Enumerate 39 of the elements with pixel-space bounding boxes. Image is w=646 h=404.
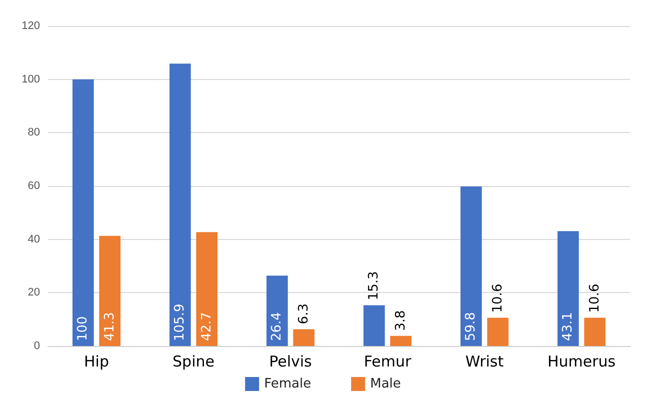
x-tick-label: Wrist [465, 352, 504, 370]
x-tick-label: Femur [364, 352, 412, 370]
data-label: 42.7 [199, 312, 214, 341]
y-tick-label: 80 [28, 126, 40, 139]
data-label: 10.6 [490, 284, 506, 313]
y-tick-label: 0 [34, 340, 40, 352]
data-label: 3.8 [393, 310, 408, 331]
bar [72, 79, 94, 346]
x-tick-label: Spine [172, 352, 214, 370]
data-label: 15.3 [366, 271, 382, 300]
x-tick-label: Pelvis [269, 352, 312, 370]
bar [557, 231, 579, 346]
bar [293, 329, 315, 346]
data-label: 26.4 [270, 312, 285, 341]
y-tick-label: 60 [28, 180, 40, 192]
bar [169, 64, 191, 346]
y-tick-label: 20 [28, 286, 40, 299]
bar [487, 318, 509, 346]
bar [390, 336, 412, 346]
y-tick-label: 120 [22, 20, 40, 32]
bar [266, 276, 288, 346]
bar [196, 232, 218, 346]
x-tick-label: Humerus [547, 352, 616, 370]
data-label: 41.3 [102, 312, 118, 341]
y-tick-label: 100 [22, 73, 40, 86]
data-label: 6.3 [296, 304, 312, 324]
bar [460, 186, 482, 346]
data-label: 10.6 [587, 284, 602, 313]
x-tick-label: Hip [84, 352, 109, 370]
bar [363, 305, 385, 346]
y-tick-label: 40 [28, 233, 40, 246]
legend-label: Male [370, 376, 401, 392]
data-label: 105.9 [172, 304, 188, 341]
data-label: 100 [76, 316, 91, 341]
bar [99, 236, 121, 346]
data-label: 59.8 [464, 312, 479, 341]
bar [584, 318, 606, 346]
data-label: 43.1 [560, 312, 576, 341]
legend-label: Female [264, 376, 312, 392]
